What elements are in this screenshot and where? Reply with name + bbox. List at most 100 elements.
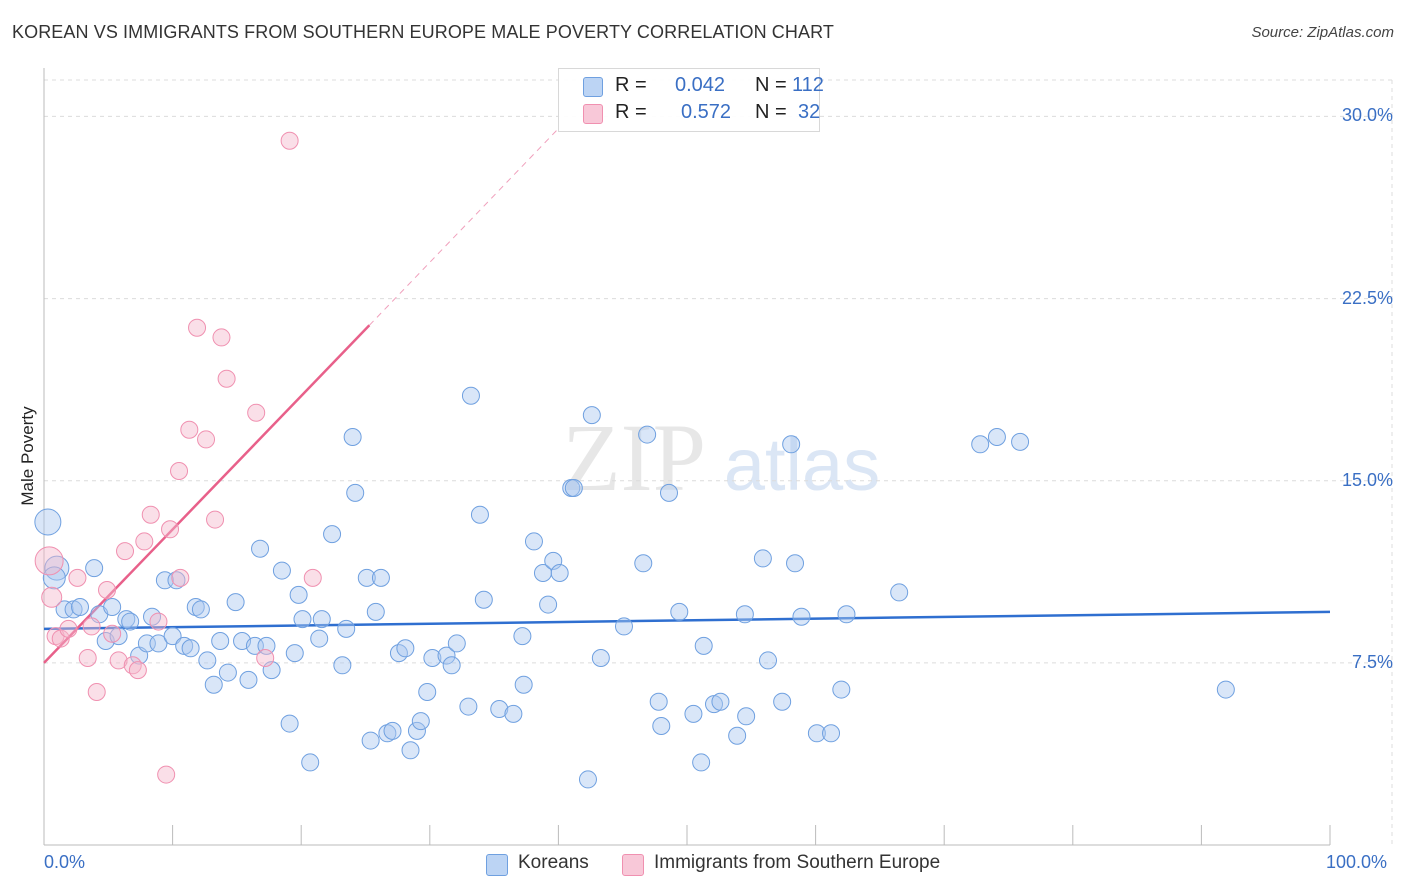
n-label: N = [755, 101, 787, 123]
point-koreans-90 [692, 753, 711, 772]
point-koreans-101 [786, 554, 805, 573]
point-southern-europe-1 [41, 586, 63, 608]
watermark-atlas: atlas [724, 423, 880, 506]
chart-source: Source: ZipAtlas.com [1251, 24, 1394, 41]
point-koreans-51 [371, 568, 390, 587]
point-koreans-26 [211, 632, 230, 650]
koreans-n-value: 112 [792, 74, 824, 96]
legend-southern-europe-swatch [622, 854, 644, 876]
point-koreans-74 [539, 595, 558, 614]
point-koreans-66 [470, 505, 489, 524]
point-southern-europe-21 [171, 568, 190, 587]
n-label: N = [755, 74, 787, 96]
southern-europe-swatch [583, 104, 603, 124]
point-koreans-99 [773, 692, 792, 711]
point-koreans-96 [737, 707, 756, 726]
point-koreans-41 [310, 629, 329, 648]
point-koreans-6 [85, 559, 104, 578]
point-koreans-72 [524, 532, 543, 551]
point-koreans-79 [578, 770, 597, 789]
point-southern-europe-5 [68, 568, 87, 587]
point-koreans-62 [442, 656, 461, 675]
point-southern-europe-0 [34, 546, 64, 576]
point-southern-europe-20 [170, 462, 189, 480]
point-koreans-84 [638, 425, 657, 444]
watermark-zip: ZIP [562, 404, 706, 511]
point-koreans-23 [191, 600, 210, 619]
data-points [34, 131, 1235, 789]
point-koreans-100 [782, 435, 801, 454]
point-koreans-22 [186, 598, 205, 616]
point-southern-europe-15 [135, 532, 154, 551]
point-southern-europe-27 [217, 369, 236, 388]
point-koreans-50 [366, 602, 385, 621]
point-southern-europe-11 [109, 651, 128, 670]
point-koreans-95 [735, 605, 754, 624]
point-koreans-40 [301, 753, 320, 772]
point-southern-europe-14 [128, 661, 147, 680]
point-southern-europe-4 [59, 619, 78, 638]
point-southern-europe-8 [87, 683, 106, 701]
point-southern-europe-25 [206, 510, 225, 529]
point-koreans-47 [346, 483, 365, 502]
point-koreans-37 [285, 644, 304, 663]
point-koreans-110 [1011, 432, 1030, 451]
point-southern-europe-26 [212, 328, 231, 347]
y-tick-label-2: 22.5% [1341, 287, 1393, 308]
point-koreans-8 [103, 598, 122, 616]
point-koreans-44 [333, 656, 352, 675]
koreans-swatch [583, 77, 603, 97]
point-southern-europe-18 [157, 765, 176, 784]
point-koreans-93 [711, 692, 730, 711]
southern-europe-trend-extension [368, 128, 559, 326]
point-koreans-42 [312, 610, 331, 629]
koreans-trend-line [43, 610, 1331, 631]
point-koreans-52 [378, 724, 397, 743]
correlation-stats-box: R = 0.042 N = 112 R = 0.572 N = 32 [558, 68, 824, 132]
point-koreans-70 [513, 627, 532, 646]
point-koreans-43 [323, 525, 342, 544]
point-southern-europe-30 [280, 131, 299, 150]
r-label: R = [615, 101, 647, 123]
point-koreans-53 [383, 721, 402, 740]
point-koreans-94 [728, 726, 747, 745]
point-koreans-71 [514, 675, 533, 694]
point-koreans-104 [822, 724, 841, 743]
point-koreans-68 [490, 700, 509, 718]
point-southern-europe-31 [303, 568, 322, 587]
r-label: R = [615, 74, 647, 96]
trend-lines [43, 128, 1331, 664]
point-koreans-16 [149, 634, 168, 653]
point-koreans-49 [361, 731, 380, 750]
southern-europe-r-value: 0.572 [681, 101, 732, 123]
point-southern-europe-29 [256, 649, 275, 667]
point-koreans-32 [251, 539, 270, 558]
point-koreans-97 [753, 549, 772, 568]
koreans-r-value: 0.042 [675, 74, 726, 96]
point-koreans-64 [459, 697, 478, 716]
point-koreans-28 [226, 593, 245, 612]
point-koreans-105 [832, 680, 851, 699]
point-koreans-81 [591, 649, 610, 667]
y-tick-label-1: 15.0% [1341, 469, 1393, 490]
point-southern-europe-24 [197, 430, 216, 449]
legend-koreans-label: Koreans [518, 852, 589, 873]
point-koreans-102 [792, 607, 811, 626]
point-southern-europe-12 [116, 542, 135, 561]
point-koreans-2 [42, 566, 66, 590]
point-koreans-48 [357, 568, 376, 587]
point-southern-europe-22 [180, 420, 199, 439]
point-southern-europe-9 [98, 581, 117, 599]
gridlines [44, 79, 1393, 845]
point-koreans-21 [181, 639, 200, 658]
point-koreans-111 [1216, 680, 1235, 699]
point-koreans-109 [987, 428, 1006, 446]
southern-europe-n-value: 32 [798, 101, 821, 123]
point-southern-europe-3 [51, 629, 70, 648]
southern-europe-trend-line [43, 324, 371, 664]
point-koreans-3 [55, 600, 74, 619]
point-koreans-86 [652, 717, 671, 735]
point-koreans-0 [34, 508, 62, 536]
point-koreans-60 [423, 649, 442, 667]
